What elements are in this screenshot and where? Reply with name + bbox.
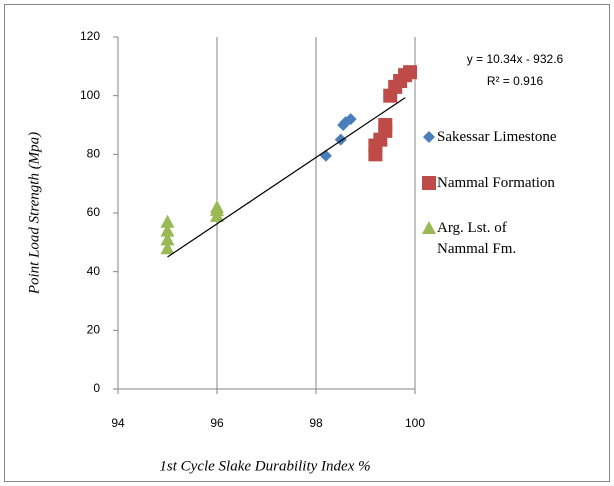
trendline <box>167 97 406 258</box>
point <box>160 223 175 237</box>
r-squared: R² = 0.916 <box>487 74 544 88</box>
chart-border <box>4 4 610 482</box>
point <box>160 232 175 246</box>
point <box>403 65 418 80</box>
legend-label: Sakessar Limestone <box>437 129 557 145</box>
y-axis-title: Point Load Strength (Mpa) <box>26 132 42 295</box>
point <box>160 241 175 255</box>
point <box>344 113 357 126</box>
y-tick-label: 80 <box>87 147 101 161</box>
point <box>319 149 332 162</box>
x-tick-label: 100 <box>405 416 425 430</box>
legend-marker <box>422 176 436 190</box>
point <box>160 214 175 228</box>
x-tick-label: 96 <box>210 416 224 430</box>
x-tick-label: 94 <box>111 416 125 430</box>
y-tick-label: 60 <box>87 205 101 219</box>
legend-label: Arg. Lst. of Nammal Fm. <box>437 220 517 257</box>
x-axis-title: 1st Cycle Slake Durability Index % <box>159 458 370 474</box>
y-tick-label: 0 <box>93 381 100 395</box>
y-tick-label: 20 <box>87 323 101 337</box>
y-tick-label: 120 <box>80 29 100 43</box>
legend-label: Nammal Formation <box>437 175 555 191</box>
x-tick-label: 98 <box>309 416 323 430</box>
y-tick-label: 100 <box>80 88 100 102</box>
y-tick-label: 40 <box>87 264 101 278</box>
legend-marker <box>423 131 435 143</box>
point <box>378 118 393 132</box>
legend-marker <box>422 221 436 234</box>
point <box>210 200 224 214</box>
equation: y = 10.34x - 932.6 <box>467 52 564 66</box>
